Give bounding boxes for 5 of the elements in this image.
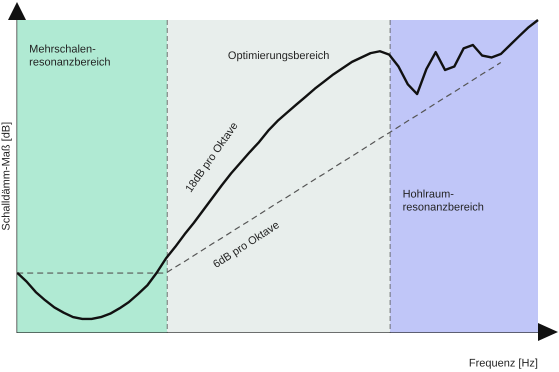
annotation: Optimierungsbereich [228,50,330,62]
y-axis-title: Schalldämm-Maß [dB] [0,122,13,231]
annotation: Hohlraum- resonanzbereich [402,188,484,214]
x-axis-title: Frequenz [Hz] [468,357,538,370]
annotation: Mehrschalen- resonanzbereich [29,43,111,68]
